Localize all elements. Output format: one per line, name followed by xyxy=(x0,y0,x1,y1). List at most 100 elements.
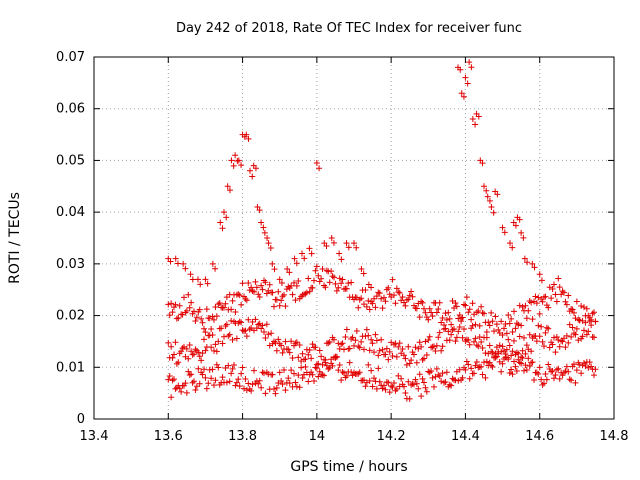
data-point xyxy=(555,365,562,372)
data-point xyxy=(428,367,435,374)
data-point xyxy=(379,385,386,392)
data-point xyxy=(536,271,543,278)
data-point xyxy=(483,334,490,341)
data-point xyxy=(391,341,397,348)
data-point xyxy=(523,366,530,373)
data-point xyxy=(360,270,367,277)
data-point xyxy=(483,329,490,335)
data-point xyxy=(460,93,467,100)
data-point xyxy=(172,255,179,262)
data-point xyxy=(341,369,347,376)
data-point xyxy=(408,357,415,364)
data-point xyxy=(321,372,327,379)
data-point xyxy=(266,281,273,288)
data-point xyxy=(571,309,577,316)
data-point xyxy=(186,342,193,349)
data-point xyxy=(225,362,232,369)
data-point xyxy=(339,368,346,375)
data-point xyxy=(209,366,216,373)
data-point xyxy=(441,322,447,329)
data-point xyxy=(168,394,175,401)
data-point xyxy=(423,388,430,395)
data-point xyxy=(202,374,209,381)
data-point xyxy=(422,384,429,391)
x-tick-label: 13.4 xyxy=(80,429,109,444)
data-point xyxy=(463,358,470,365)
data-point xyxy=(492,354,499,361)
data-point xyxy=(529,316,536,323)
data-point xyxy=(262,390,269,397)
data-point xyxy=(536,364,543,371)
data-point xyxy=(398,375,405,382)
data-point xyxy=(316,165,323,172)
data-point xyxy=(525,307,532,314)
data-point xyxy=(219,340,226,347)
data-point xyxy=(511,358,517,365)
x-tick-label: 14.2 xyxy=(377,429,406,444)
data-point xyxy=(489,318,496,325)
data-point xyxy=(465,309,472,316)
data-point xyxy=(405,343,412,350)
data-point xyxy=(308,250,315,257)
data-point xyxy=(515,350,522,357)
data-point xyxy=(369,340,376,347)
data-point xyxy=(329,273,336,280)
data-point xyxy=(483,187,490,194)
data-point xyxy=(376,378,383,385)
data-point xyxy=(319,361,326,368)
data-point xyxy=(533,338,540,345)
data-point xyxy=(496,342,503,349)
data-point xyxy=(228,306,235,313)
data-point xyxy=(443,369,450,376)
data-point xyxy=(591,372,597,379)
data-point xyxy=(171,351,177,358)
data-point xyxy=(202,347,209,354)
data-point xyxy=(203,385,210,392)
data-point xyxy=(216,300,223,307)
data-point xyxy=(538,323,545,330)
data-point xyxy=(189,276,196,283)
data-point xyxy=(549,286,556,293)
data-point xyxy=(533,300,540,307)
data-point xyxy=(382,298,389,305)
data-point xyxy=(486,342,493,349)
data-point xyxy=(371,295,377,302)
data-point xyxy=(235,291,242,298)
data-point xyxy=(278,342,285,349)
data-point xyxy=(229,336,236,343)
data-point xyxy=(195,349,202,356)
data-point xyxy=(545,304,552,311)
data-point xyxy=(309,371,316,378)
data-point xyxy=(389,353,396,360)
data-point xyxy=(401,352,407,359)
data-point xyxy=(462,302,469,309)
data-point xyxy=(288,282,295,289)
data-point xyxy=(489,363,496,370)
data-point xyxy=(562,344,569,351)
data-point xyxy=(586,359,593,366)
data-point xyxy=(548,295,555,302)
data-point xyxy=(490,209,497,216)
data-point xyxy=(438,347,445,354)
data-point xyxy=(439,370,446,377)
data-point xyxy=(563,301,570,308)
x-tick-label: 14.8 xyxy=(600,429,629,444)
x-tick-label: 14 xyxy=(309,429,326,444)
data-point xyxy=(466,341,473,348)
chart-title: Day 242 of 2018, Rate Of TEC Index for r… xyxy=(176,21,522,36)
data-point xyxy=(559,288,566,295)
data-point xyxy=(532,293,539,300)
data-point xyxy=(208,344,215,351)
data-point xyxy=(573,325,580,332)
data-point xyxy=(585,312,592,319)
data-point xyxy=(284,266,291,273)
data-point xyxy=(232,152,239,159)
data-point xyxy=(338,377,345,384)
data-point xyxy=(199,371,206,378)
data-point xyxy=(228,370,235,377)
data-point xyxy=(588,363,595,370)
data-point xyxy=(365,297,372,304)
data-point xyxy=(511,308,517,315)
data-point xyxy=(562,298,569,305)
